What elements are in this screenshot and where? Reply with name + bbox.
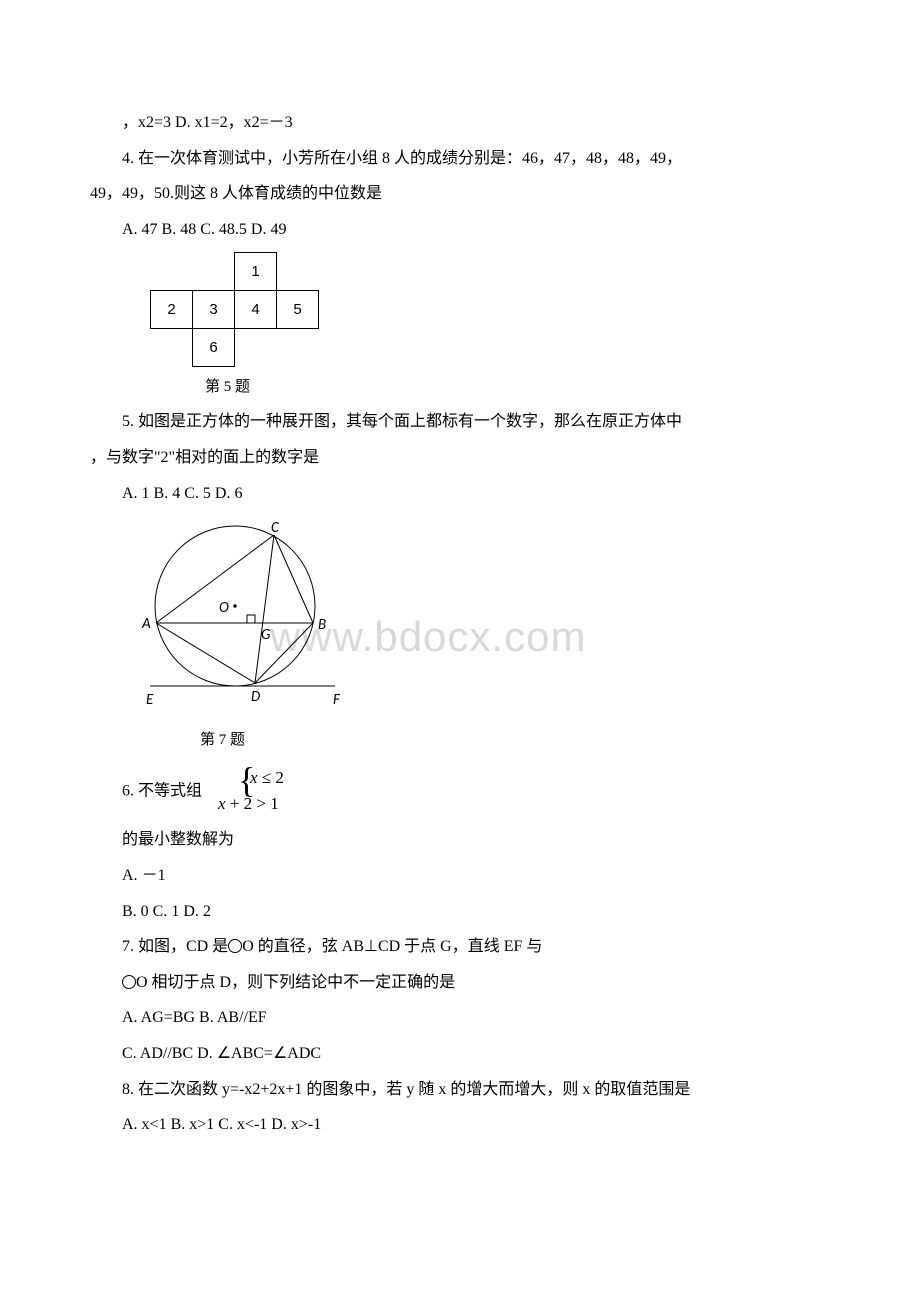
q7-l2a: O 相切于点 D，则下列结论中不一定正确的是 [136,974,455,991]
q3-tail: ，x2=3 D. x1=2，x2=－3 [90,110,830,136]
q7-opts-b: C. AD//BC D. ∠ABC=∠ADC [90,1041,830,1067]
cube-net-table: 1 2345 6 [150,252,319,367]
net-cell [235,329,277,367]
q5-line2: ，与数字"2"相对的面上的数字是 [90,445,830,471]
q7-opts-a: A. AG=BG B. AB//EF [90,1005,830,1031]
svg-text:D: D [251,688,260,706]
q3-tail-text: ，x2=3 D. x1=2，x2= [122,114,269,131]
q6-line: 6. 不等式组 { x ≤ 2 x + 2 > 1 [90,766,830,817]
q3-neg3: －3 [269,114,293,131]
net-cell: 5 [277,291,319,329]
q7-l1a: 7. 如图，CD 是 [122,938,228,955]
cube-net-caption: 第 5 题 [205,375,830,399]
circle-figure: C O A B G D E F [140,516,380,726]
page-content: ，x2=3 D. x1=2，x2=－3 4. 在一次体育测试中，小芳所在小组 8… [90,110,830,1138]
brace-icon: { [206,762,255,798]
net-cell [193,253,235,291]
svg-text:O: O [219,599,229,617]
net-cell [277,253,319,291]
circle-figure-svg: C O A B G D E F [140,516,380,716]
inequality-system: { x ≤ 2 x + 2 > 1 [206,766,284,817]
net-cell: 4 [235,291,277,329]
svg-text:C: C [271,519,280,537]
svg-text:E: E [146,691,154,709]
circle-figure-caption: 第 7 题 [200,728,830,752]
sys-r1-rest: ≤ 2 [258,768,284,787]
svg-text:F: F [333,691,341,709]
q5-line1: 5. 如图是正方体的一种展开图，其每个面上都标有一个数字，那么在原正方体中 [90,409,830,435]
svg-text:A: A [141,615,151,633]
q4-options: A. 47 B. 48 C. 48.5 D. 49 [90,217,830,243]
net-cell [277,329,319,367]
circled-dot-icon [122,975,136,989]
net-cell: 2 [151,291,193,329]
net-cell: 1 [235,253,277,291]
q6-a-lead: A. [122,867,142,884]
q7-line2: O 相切于点 D，则下列结论中不一定正确的是 [90,970,830,996]
cube-net: 1 2345 6 [150,252,830,367]
q5-options: A. 1 B. 4 C. 5 D. 6 [90,481,830,507]
svg-text:G: G [261,626,271,644]
q6-opt-a: A. －1 [90,863,830,889]
q8-opts: A. x<1 B. x>1 C. x<-1 D. x>-1 [90,1112,830,1138]
q8: 8. 在二次函数 y=-x2+2x+1 的图象中，若 y 随 x 的增大而增大，… [90,1077,830,1103]
q7-l1b: O 的直径，弦 AB⊥CD 于点 G，直线 EF 与 [242,938,542,955]
q6-ask: 的最小整数解为 [90,827,830,853]
net-cell [151,253,193,291]
q4-line2: 49，49，50.则这 8 人体育成绩的中位数是 [90,181,830,207]
q7-line1: 7. 如图，CD 是 O 的直径，弦 AB⊥CD 于点 G，直线 EF 与 [90,934,830,960]
svg-text:B: B [318,616,326,634]
q6-lead: 6. 不等式组 [122,782,202,799]
net-cell [151,329,193,367]
circled-dot-icon [228,939,242,953]
net-cell: 3 [193,291,235,329]
net-cell: 6 [193,329,235,367]
q4-line1: 4. 在一次体育测试中，小芳所在小组 8 人的成绩分别是：46，47，48，48… [90,146,830,172]
q6-opts-bcd: B. 0 C. 1 D. 2 [90,899,830,925]
q6-a-val: －1 [142,867,166,884]
